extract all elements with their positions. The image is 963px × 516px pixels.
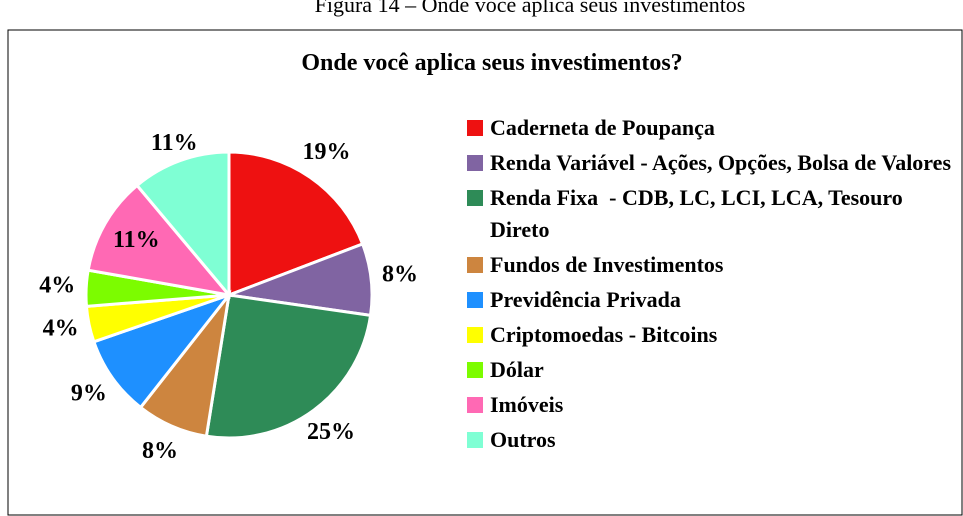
legend-swatch xyxy=(467,432,483,448)
data-label: 8% xyxy=(382,261,418,287)
legend-item: Renda Variável - Ações, Opções, Bolsa de… xyxy=(467,147,962,179)
data-label: 25% xyxy=(307,419,355,445)
pie-slice xyxy=(86,183,233,298)
legend-label: Dólar xyxy=(490,357,544,382)
legend-swatch xyxy=(467,327,483,343)
legend-swatch xyxy=(467,257,483,273)
legend-item: Dólar xyxy=(467,354,962,386)
legend-swatch xyxy=(467,190,483,206)
data-label: 9% xyxy=(71,380,107,406)
data-label: 4% xyxy=(39,272,75,298)
figure-caption: Figura 14 – Onde você aplica seus invest… xyxy=(315,0,746,17)
pie-slice xyxy=(227,150,365,298)
legend-label: Imóveis xyxy=(490,392,564,417)
data-label: 4% xyxy=(43,316,79,342)
data-label: 11% xyxy=(151,130,198,156)
legend-item: Renda Fixa - CDB, LC, LCI, LCA, Tesouro … xyxy=(467,182,962,246)
pie-slice xyxy=(204,293,373,440)
data-label: 19% xyxy=(303,139,351,165)
legend-item: Imóveis xyxy=(467,389,962,421)
legend-item: Outros xyxy=(467,424,962,456)
legend-label: Renda Variável - Ações, Opções, Bolsa de… xyxy=(490,150,952,175)
legend-label: Caderneta de Poupança xyxy=(490,115,715,140)
legend-label: Renda Fixa - CDB, LC, LCI, LCA, Tesouro … xyxy=(490,185,909,242)
pie-slice xyxy=(134,150,231,300)
legend-swatch xyxy=(467,120,483,136)
legend-swatch xyxy=(467,362,483,378)
pie-slice xyxy=(91,291,234,410)
legend-item: Previdência Privada xyxy=(467,284,962,316)
legend-label: Criptomoedas - Bitcoins xyxy=(490,322,718,347)
data-label: 11% xyxy=(113,227,160,253)
legend-item: Criptomoedas - Bitcoins xyxy=(467,319,962,351)
chart-title: Onde você aplica seus investimentos? xyxy=(301,50,682,76)
data-label: 8% xyxy=(142,438,178,464)
legend-swatch xyxy=(467,155,483,171)
legend-swatch xyxy=(467,292,483,308)
legend-swatch xyxy=(467,397,483,413)
legend-label: Previdência Privada xyxy=(490,287,681,312)
legend-item: Caderneta de Poupança xyxy=(467,112,962,144)
legend-item: Fundos de Investimentos xyxy=(467,249,962,281)
legend: Caderneta de Poupança Renda Variável - Aç… xyxy=(467,112,962,459)
legend-label: Fundos de Investimentos xyxy=(490,252,724,277)
legend-label: Outros xyxy=(490,427,556,452)
